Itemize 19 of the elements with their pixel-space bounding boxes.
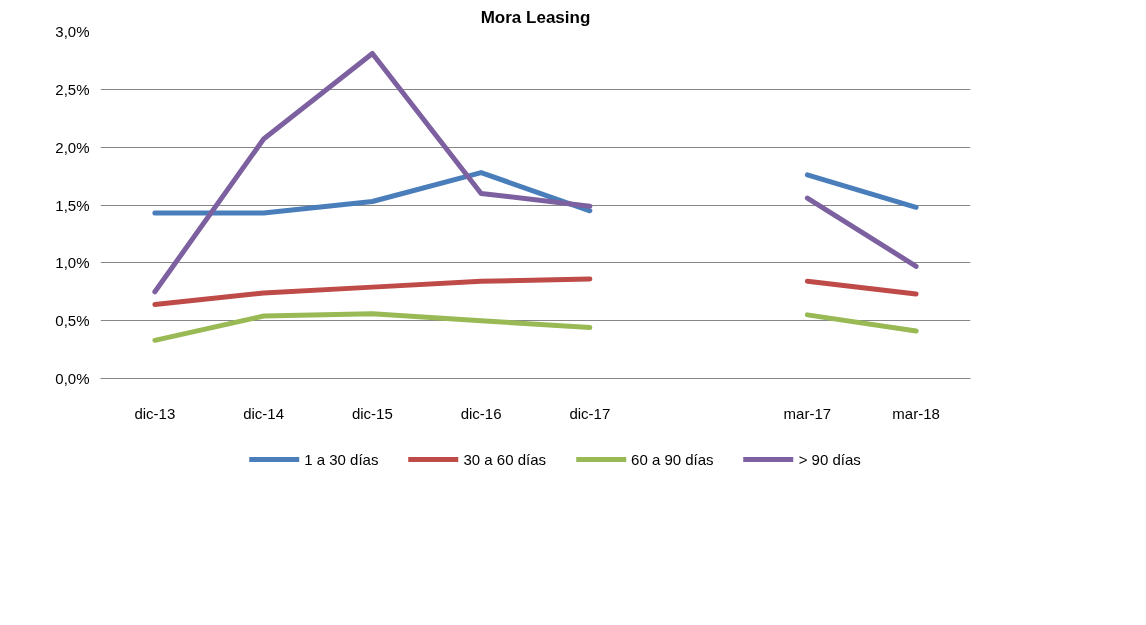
- x-tick-label: mar-18: [892, 404, 940, 422]
- y-tick-label: 2,5%: [55, 80, 90, 98]
- x-tick-label: dic-16: [460, 404, 502, 422]
- y-tick-label: 0,0%: [55, 370, 90, 387]
- legend-label: 1 a 30 días: [304, 450, 379, 468]
- x-tick-label: dic-13: [134, 404, 176, 422]
- y-tick-label: 3,0%: [55, 23, 90, 40]
- chart-title: Mora Leasing: [480, 7, 591, 27]
- y-tick-label: 1,5%: [55, 196, 90, 214]
- x-tick-label: dic-15: [351, 404, 393, 422]
- x-tick-label: dic-14: [243, 404, 285, 422]
- x-tick-label: dic-17: [569, 404, 611, 422]
- legend-label: > 90 días: [798, 450, 861, 468]
- legend-label: 60 a 90 días: [631, 450, 714, 468]
- y-tick-label: 1,0%: [55, 254, 90, 272]
- x-tick-label: mar-17: [783, 404, 832, 422]
- y-tick-label: 0,5%: [55, 312, 90, 330]
- legend-label: 30 a 60 días: [463, 450, 547, 468]
- y-tick-label: 2,0%: [55, 138, 90, 156]
